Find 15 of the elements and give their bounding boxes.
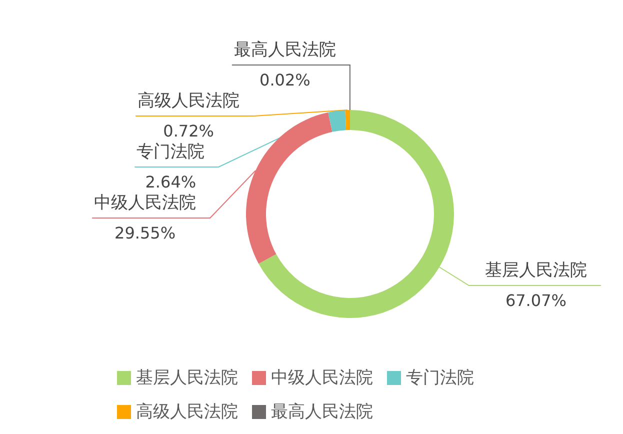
legend-label: 中级人民法院	[271, 368, 373, 388]
legend-label: 高级人民法院	[136, 402, 238, 422]
slice-label: 基层人民法院	[484, 260, 587, 281]
slice-label: 最高人民法院	[234, 40, 336, 60]
slice-label: 高级人民法院	[138, 91, 240, 111]
legend-label: 基层人民法院	[136, 368, 238, 388]
legend-label: 最高人民法院	[271, 402, 373, 422]
data-label: 67.07%	[505, 291, 566, 310]
legend-label: 专门法院	[406, 368, 474, 388]
data-label: 0.02%	[260, 70, 310, 90]
data-label: 2.64%	[145, 172, 196, 192]
slice-label: 中级人民法院	[94, 193, 196, 213]
data-label: 29.55%	[114, 224, 176, 242]
data-label: 0.72%	[163, 122, 214, 140]
slice-label: 专门法院	[136, 142, 205, 162]
